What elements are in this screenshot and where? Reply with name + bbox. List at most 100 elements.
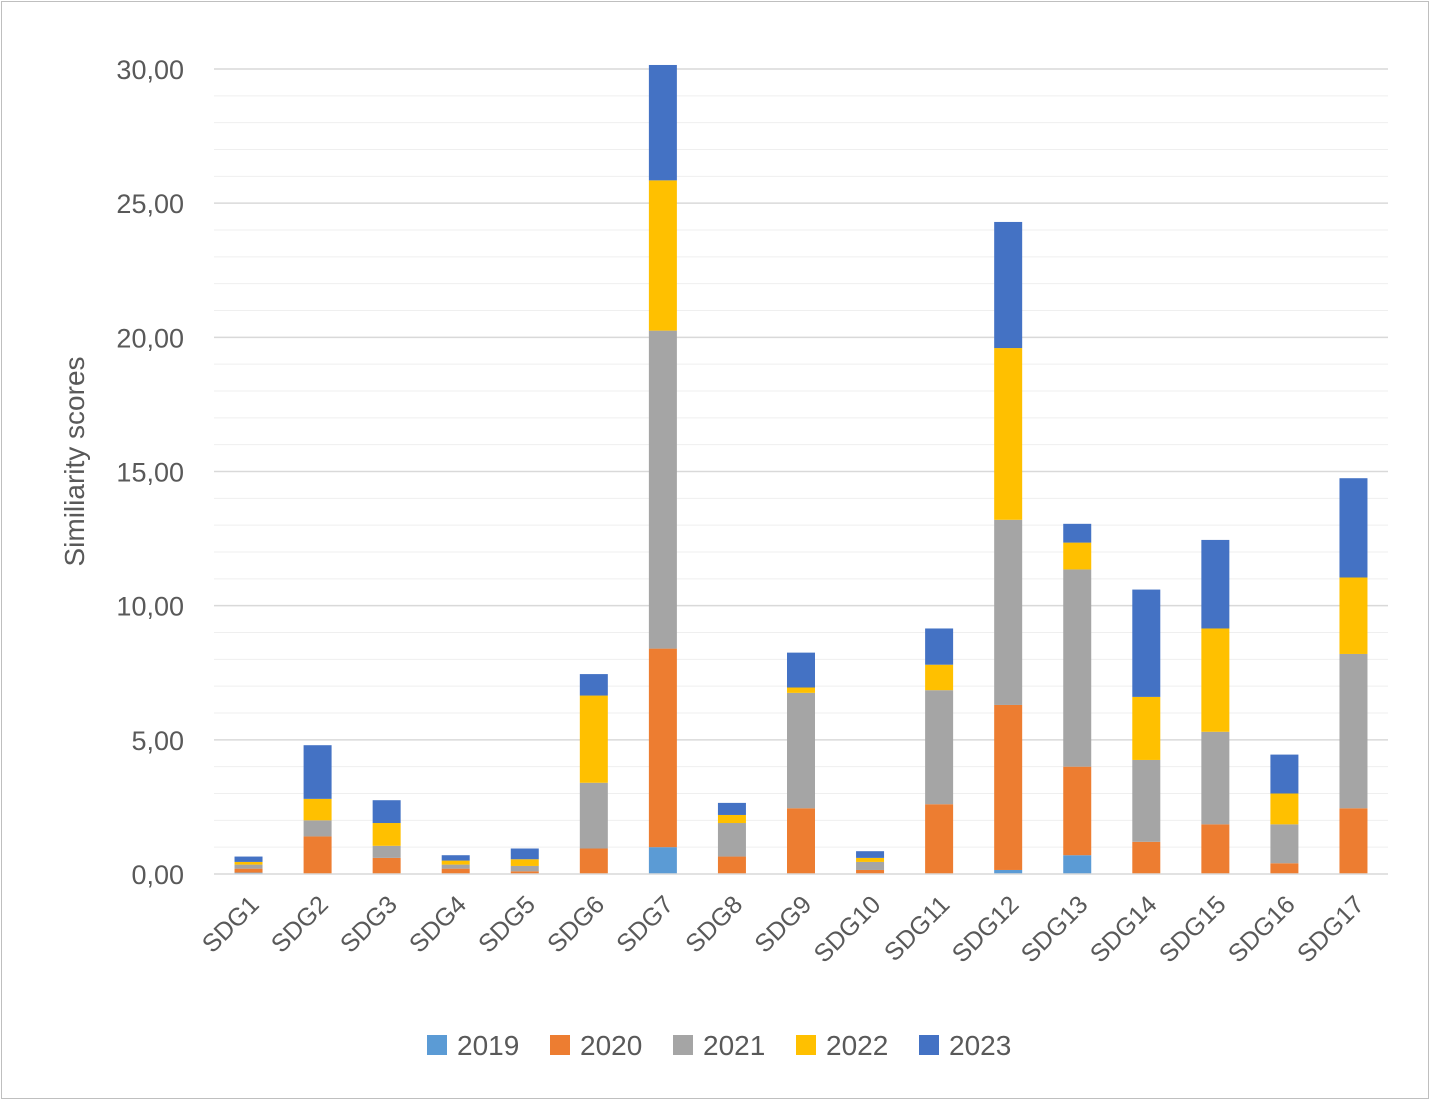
bar-segment-sdg2-2020 bbox=[303, 836, 332, 874]
legend-item-2019: 2019 bbox=[427, 1030, 519, 1061]
bar-segment-sdg1-2023 bbox=[234, 856, 263, 862]
legend-item-2023: 2023 bbox=[919, 1030, 1011, 1061]
bar-segment-sdg14-2021 bbox=[1132, 759, 1161, 842]
bar-segment-sdg2-2021 bbox=[303, 820, 332, 837]
y-tick-label: 0,00 bbox=[131, 860, 184, 890]
bar-segment-sdg16-2021 bbox=[1270, 824, 1299, 864]
bar-segment-sdg8-2020 bbox=[717, 856, 746, 874]
bar-segment-sdg12-2021 bbox=[994, 519, 1023, 705]
bar-segment-sdg9-2022 bbox=[787, 687, 815, 693]
x-category-label: SDG6 bbox=[542, 890, 610, 958]
bar-segment-sdg9-2021 bbox=[787, 692, 815, 809]
bar-segment-sdg7-2020 bbox=[648, 648, 677, 848]
x-axis-category-labels: SDG1 SDG2 SDG3 SDG4 SDG5 SDG6 SDG7 SDG8 SDG9SDG1… bbox=[197, 890, 1370, 968]
bar-segment-sdg6-2022 bbox=[579, 695, 608, 783]
bar-segment-sdg1-2021 bbox=[234, 864, 263, 869]
bar-segment-sdg12-2019 bbox=[994, 869, 1023, 874]
y-tick-label: 15,00 bbox=[116, 458, 184, 488]
legend-item-2020: 2020 bbox=[550, 1030, 642, 1061]
bar-segment-sdg8-2021 bbox=[717, 823, 746, 857]
bar-segment-sdg11-2020 bbox=[925, 804, 954, 874]
legend-swatch bbox=[673, 1035, 693, 1055]
y-axis-tick-labels: 0,00 5,00 10,00 15,00 20,00 25,00 30,00 bbox=[116, 55, 184, 890]
x-category-label: SDG8 bbox=[680, 890, 748, 958]
bar-segment-sdg15-2021 bbox=[1201, 731, 1230, 825]
x-category-label: SDG4 bbox=[404, 890, 472, 958]
legend-item-2021: 2021 bbox=[673, 1030, 765, 1061]
x-category-label: SDG14 bbox=[1085, 890, 1163, 968]
bar-segment-sdg15-2020 bbox=[1201, 824, 1230, 874]
bar-segment-sdg16-2023 bbox=[1270, 754, 1299, 794]
bar-segment-sdg6-2023 bbox=[579, 674, 608, 696]
legend-swatch bbox=[550, 1035, 570, 1055]
bar-segment-sdg6-2020 bbox=[579, 848, 608, 874]
bar-segment-sdg16-2022 bbox=[1270, 793, 1299, 825]
x-category-label: SDG16 bbox=[1223, 890, 1301, 968]
bar-segment-sdg13-2021 bbox=[1063, 569, 1092, 767]
bar-segment-sdg11-2022 bbox=[925, 664, 954, 691]
bar-segment-sdg13-2020 bbox=[1063, 766, 1092, 856]
x-category-label: SDG3 bbox=[335, 890, 403, 958]
bar-segment-sdg6-2021 bbox=[579, 782, 608, 849]
bar-segment-sdg10-2021 bbox=[856, 861, 885, 870]
bar-segment-sdg17-2020 bbox=[1339, 808, 1368, 874]
bar-segment-sdg10-2022 bbox=[856, 857, 885, 862]
bar-segment-sdg4-2023 bbox=[441, 855, 470, 861]
bars bbox=[234, 64, 1368, 874]
legend-swatch bbox=[919, 1035, 939, 1055]
bar-segment-sdg3-2022 bbox=[372, 823, 401, 846]
bar-segment-sdg9-2023 bbox=[787, 652, 815, 688]
bar-segment-sdg5-2022 bbox=[510, 859, 539, 866]
x-category-label: SDG10 bbox=[809, 890, 887, 968]
x-category-label: SDG9 bbox=[749, 890, 817, 958]
legend-item-2022: 2022 bbox=[796, 1030, 888, 1061]
bar-segment-sdg7-2023 bbox=[648, 64, 677, 181]
bar-segment-sdg5-2020 bbox=[510, 871, 539, 874]
y-axis-title: Similiarity scores bbox=[59, 356, 90, 566]
bar-segment-sdg17-2021 bbox=[1339, 653, 1368, 809]
x-category-label: SDG17 bbox=[1292, 890, 1370, 968]
bar-segment-sdg12-2022 bbox=[994, 348, 1023, 520]
bar-segment-sdg3-2023 bbox=[372, 800, 401, 824]
bar-segment-sdg14-2023 bbox=[1132, 589, 1161, 697]
bar-segment-sdg12-2023 bbox=[994, 221, 1023, 349]
legend-label: 2023 bbox=[949, 1030, 1011, 1061]
bar-segment-sdg2-2023 bbox=[303, 745, 332, 799]
bar-segment-sdg1-2020 bbox=[234, 868, 263, 873]
bar-segment-sdg7-2022 bbox=[648, 180, 677, 331]
legend-label: 2020 bbox=[580, 1030, 642, 1061]
bar-segment-sdg8-2023 bbox=[717, 802, 746, 815]
x-category-label: SDG12 bbox=[947, 890, 1025, 968]
bar-segment-sdg14-2022 bbox=[1132, 696, 1161, 760]
legend: 2019 2020 2021 2022 2023 bbox=[427, 1030, 1011, 1061]
bar-segment-sdg4-2021 bbox=[441, 864, 470, 869]
x-category-label: SDG11 bbox=[879, 890, 955, 966]
y-tick-label: 30,00 bbox=[116, 55, 184, 85]
bar-segment-sdg11-2021 bbox=[925, 690, 954, 805]
bar-segment-sdg1-2022 bbox=[234, 861, 263, 865]
x-category-label: SDG5 bbox=[473, 890, 541, 958]
x-category-label: SDG13 bbox=[1016, 890, 1094, 968]
bar-segment-sdg8-2022 bbox=[717, 814, 746, 824]
bar-segment-sdg4-2020 bbox=[441, 868, 470, 874]
legend-label: 2022 bbox=[826, 1030, 888, 1061]
gridlines bbox=[214, 68, 1388, 848]
x-category-label: SDG15 bbox=[1154, 890, 1232, 968]
y-tick-label: 10,00 bbox=[116, 592, 184, 622]
bar-segment-sdg3-2021 bbox=[372, 845, 401, 858]
legend-label: 2019 bbox=[457, 1030, 519, 1061]
y-tick-label: 20,00 bbox=[116, 323, 184, 353]
bar-segment-sdg5-2021 bbox=[510, 865, 539, 872]
bar-segment-sdg9-2020 bbox=[787, 808, 815, 874]
legend-swatch bbox=[427, 1035, 447, 1055]
y-tick-label: 25,00 bbox=[116, 189, 184, 219]
bar-segment-sdg10-2020 bbox=[856, 869, 885, 874]
x-category-label: SDG2 bbox=[266, 890, 334, 958]
bar-segment-sdg3-2020 bbox=[372, 857, 401, 874]
bar-segment-sdg15-2023 bbox=[1201, 539, 1230, 629]
bar-segment-sdg17-2022 bbox=[1339, 577, 1368, 654]
bar-segment-sdg13-2023 bbox=[1063, 523, 1092, 543]
bar-segment-sdg17-2023 bbox=[1339, 478, 1368, 578]
